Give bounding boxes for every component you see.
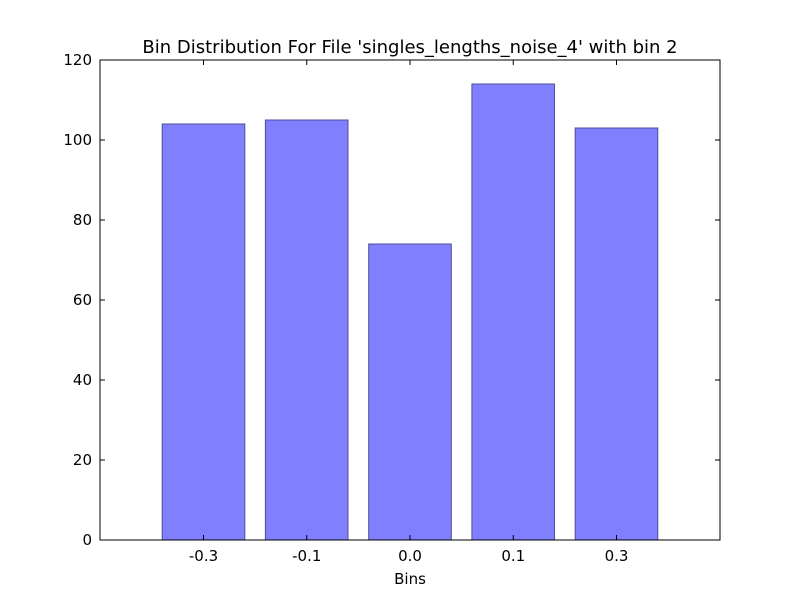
- x-tick-label: 0.3: [605, 547, 629, 565]
- y-tick-label: 20: [73, 451, 92, 469]
- bars-group: [161, 83, 659, 541]
- x-axis-label: Bins: [394, 570, 426, 588]
- bar-0.3: [574, 127, 659, 541]
- x-axis: -0.3 -0.1 0.0 0.1 0.3: [189, 60, 629, 565]
- bar-0.1: [471, 83, 555, 541]
- x-tick-label: 0.1: [501, 547, 525, 565]
- bar--0.1: [264, 119, 349, 541]
- chart-title: Bin Distribution For File 'singles_lengt…: [142, 37, 677, 58]
- y-tick-label: 120: [63, 51, 92, 69]
- y-tick-label: 0: [82, 531, 92, 549]
- bar-0.0: [368, 243, 452, 541]
- bar--0.3: [161, 123, 246, 541]
- x-tick-label: -0.3: [189, 547, 218, 565]
- x-tick-label: 0.0: [398, 547, 422, 565]
- x-tick-label: -0.1: [292, 547, 321, 565]
- y-axis: 0 20 40 60 80 100 120: [63, 51, 720, 549]
- y-tick-label: 60: [73, 291, 92, 309]
- y-tick-label: 80: [73, 211, 92, 229]
- y-tick-label: 40: [73, 371, 92, 389]
- y-tick-label: 100: [63, 131, 92, 149]
